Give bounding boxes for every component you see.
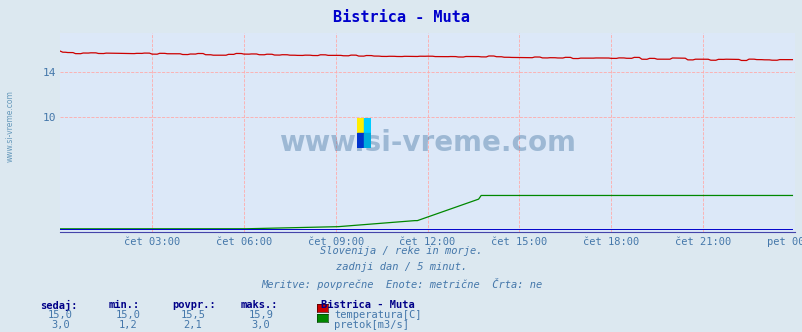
Text: 15,0: 15,0 [115, 310, 141, 320]
Text: 15,0: 15,0 [47, 310, 73, 320]
Text: 3,0: 3,0 [51, 320, 70, 330]
Text: Meritve: povprečne  Enote: metrične  Črta: ne: Meritve: povprečne Enote: metrične Črta:… [261, 278, 541, 290]
Text: maks.:: maks.: [241, 300, 278, 310]
Text: www.si-vreme.com: www.si-vreme.com [279, 129, 575, 157]
Text: 15,5: 15,5 [180, 310, 205, 320]
Text: www.si-vreme.com: www.si-vreme.com [6, 90, 15, 162]
Text: temperatura[C]: temperatura[C] [334, 310, 421, 320]
Text: 1,2: 1,2 [119, 320, 138, 330]
Text: pretok[m3/s]: pretok[m3/s] [334, 320, 408, 330]
Text: 3,0: 3,0 [251, 320, 270, 330]
Text: zadnji dan / 5 minut.: zadnji dan / 5 minut. [335, 262, 467, 272]
Text: povpr.:: povpr.: [172, 300, 216, 310]
Bar [356, 118, 363, 133]
Text: Bistrica - Muta: Bistrica - Muta [321, 300, 415, 310]
Text: Bistrica - Muta: Bistrica - Muta [333, 10, 469, 25]
Polygon shape [363, 133, 371, 148]
Text: min.:: min.: [108, 300, 140, 310]
Text: sedaj:: sedaj: [40, 300, 78, 311]
Text: Slovenija / reke in morje.: Slovenija / reke in morje. [320, 246, 482, 256]
Text: 2,1: 2,1 [183, 320, 202, 330]
Text: 15,9: 15,9 [248, 310, 273, 320]
Polygon shape [356, 133, 363, 148]
Bar [363, 118, 371, 133]
